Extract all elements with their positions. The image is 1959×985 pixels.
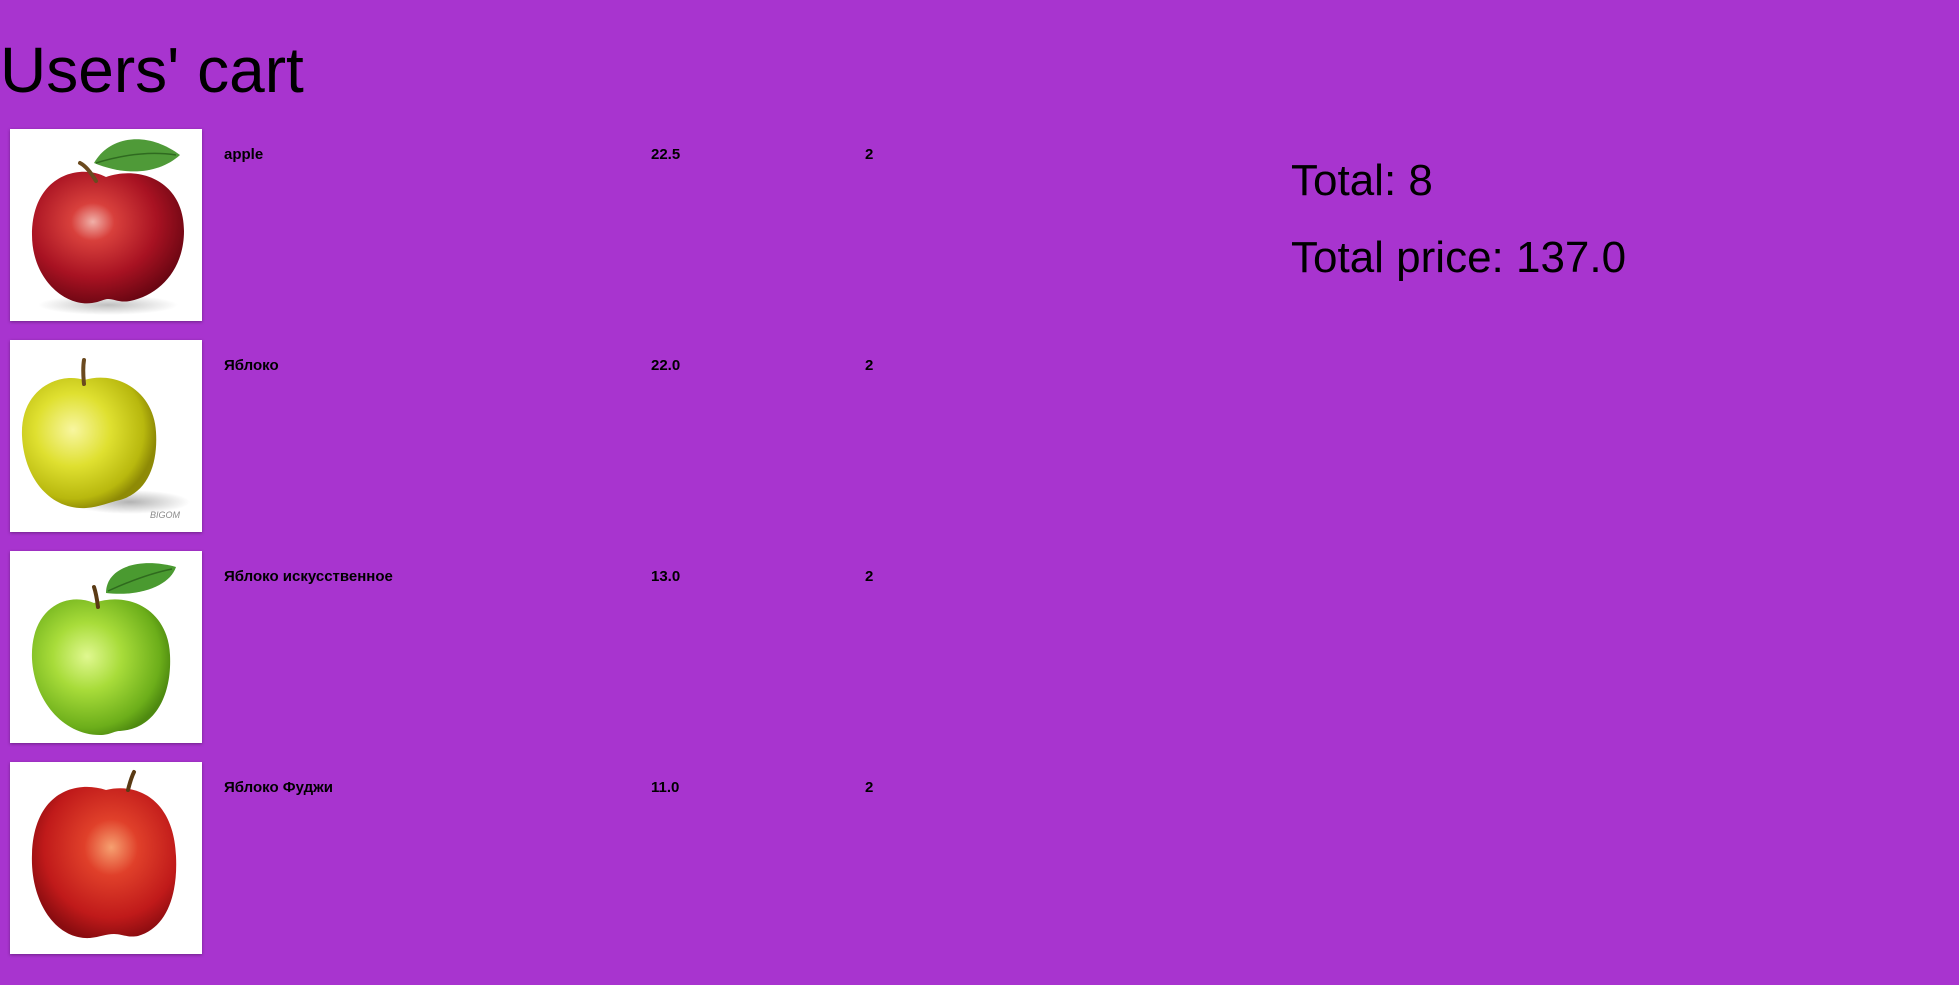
cart-item: apple 22.5 2 xyxy=(0,129,900,321)
total-count: Total: 8 xyxy=(1291,156,1433,205)
svg-text:BIGOM: BIGOM xyxy=(150,510,181,520)
item-price: 22.0 xyxy=(651,357,681,374)
item-name: Яблоко xyxy=(224,357,279,374)
total-price: Total price: 137.0 xyxy=(1291,233,1627,282)
item-quantity: 2 xyxy=(865,568,874,585)
item-name: Яблоко искусственное xyxy=(224,568,393,585)
cart-summary: Total: 8 Total price: 137.0 xyxy=(1291,155,1891,309)
item-quantity: 2 xyxy=(865,779,874,796)
item-price: 13.0 xyxy=(651,568,681,585)
cart-list: apple 22.5 2 xyxy=(0,0,900,985)
item-quantity: 2 xyxy=(865,357,874,374)
cart-item: Яблоко искусственное 13.0 2 xyxy=(0,551,900,743)
item-price: 22.5 xyxy=(651,146,681,163)
item-name: apple xyxy=(224,146,264,163)
product-image-fuji-apple xyxy=(10,762,202,954)
item-name: Яблоко Фуджи xyxy=(224,779,333,796)
page-title: Users' cart xyxy=(0,34,304,106)
product-image-red-apple xyxy=(10,129,202,321)
cart-item: Яблоко Фуджи 11.0 2 xyxy=(0,762,900,954)
product-image-green-apple xyxy=(10,551,202,743)
cart-item: BIGOM Яблоко 22.0 2 xyxy=(0,340,900,532)
product-image-yellow-apple: BIGOM xyxy=(10,340,202,532)
item-quantity: 2 xyxy=(865,146,874,163)
item-price: 11.0 xyxy=(651,779,680,796)
